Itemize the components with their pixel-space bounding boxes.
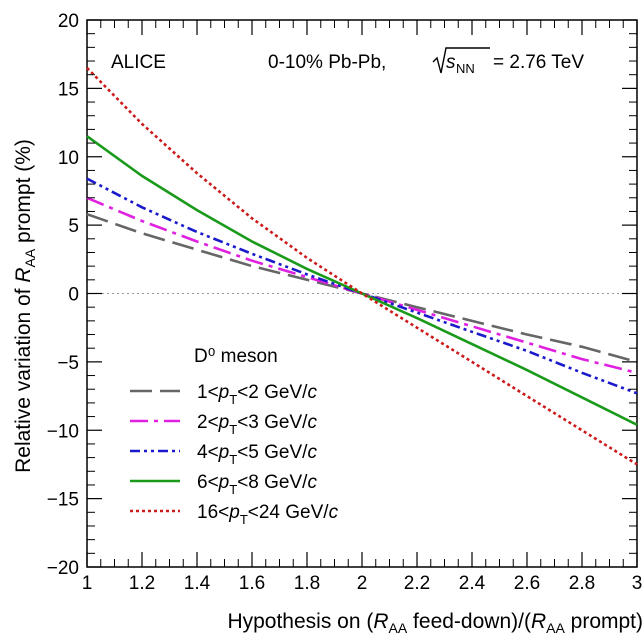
y-tick-label: −20 bbox=[47, 558, 79, 579]
x-tick-label: 2 bbox=[357, 573, 368, 594]
series-layer bbox=[86, 66, 638, 466]
x-tick-label: 2.6 bbox=[514, 573, 540, 594]
series-line bbox=[86, 177, 638, 395]
y-axis-title: Relative variation of RAA prompt (%) bbox=[12, 139, 38, 473]
x-axis-title: Hypothesis on (RAA feed-down)/(RAA promp… bbox=[227, 610, 643, 636]
y-tick-label: 5 bbox=[68, 216, 79, 237]
svg-text:s: s bbox=[446, 52, 456, 73]
x-tick-label: 1.6 bbox=[239, 573, 265, 594]
y-tick-label: −5 bbox=[57, 353, 79, 374]
y-tick-label: 15 bbox=[58, 79, 79, 100]
legend-label: 6<pT<8 GeV/c bbox=[197, 472, 317, 497]
series-line bbox=[86, 135, 638, 426]
x-tick-label: 1.8 bbox=[294, 573, 320, 594]
x-tick-label: 2.2 bbox=[404, 573, 430, 594]
x-tick-label: 2.8 bbox=[569, 573, 595, 594]
legend-label: 4<pT<5 GeV/c bbox=[197, 442, 317, 467]
series-line bbox=[86, 196, 638, 375]
experiment-label: ALICE bbox=[111, 52, 166, 73]
x-tick-label: 3 bbox=[632, 573, 643, 594]
series-line bbox=[86, 212, 638, 364]
y-tick-label: 20 bbox=[58, 11, 79, 32]
x-tick-label: 1.2 bbox=[129, 573, 155, 594]
system-label: 0-10% Pb-Pb, bbox=[268, 52, 386, 73]
legend-label: 2<pT<3 GeV/c bbox=[197, 412, 317, 437]
sqrt-snn-symbol: s NN bbox=[432, 47, 490, 76]
x-tick-label: 1.4 bbox=[184, 573, 211, 594]
legend: 1<pT<2 GeV/c 2<pT<3 GeV/c 4<pT<5 GeV/c 6<pT… bbox=[130, 382, 339, 527]
legend-label: 1<pT<2 GeV/c bbox=[197, 382, 317, 407]
energy-label: = 2.76 TeV bbox=[493, 52, 584, 73]
y-tick-label: 10 bbox=[58, 148, 79, 169]
axis-ticks: 1 1.2 1.4 1.6 1.8 2 2.2 2.4 2.6 2.8 3 −20 −15 −10 −5 0 5… bbox=[47, 11, 643, 594]
y-tick-label: 0 bbox=[68, 285, 79, 306]
y-tick-label: −10 bbox=[47, 421, 79, 442]
x-tick-label: 1 bbox=[82, 573, 93, 594]
y-tick-label: −15 bbox=[47, 490, 79, 511]
series-line bbox=[86, 66, 638, 466]
legend-title: D⁰ meson bbox=[194, 346, 278, 367]
x-tick-label: 2.4 bbox=[459, 573, 486, 594]
svg-text:NN: NN bbox=[456, 61, 475, 76]
legend-label: 16<pT<24 GeV/c bbox=[197, 502, 339, 527]
